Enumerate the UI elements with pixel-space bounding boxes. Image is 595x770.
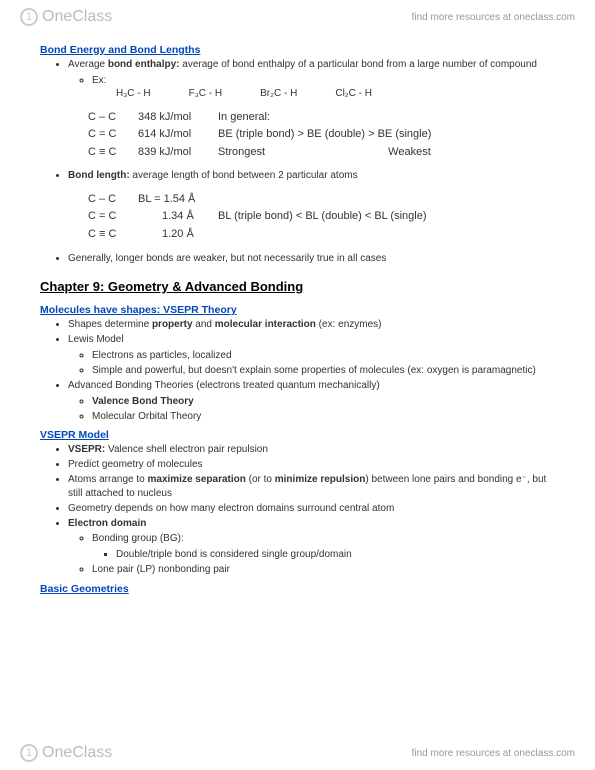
logo-text: OneClass (42, 8, 112, 26)
electron-domain-item: Electron domain (68, 517, 555, 531)
bg-sub: Double/triple bond is considered single … (116, 548, 555, 562)
adv-sub2: Molecular Orbital Theory (92, 410, 555, 424)
lewis-sub1: Electrons as particles, localized (92, 349, 555, 363)
ex3: Br₂C - H (260, 87, 297, 101)
text-bold: VSEPR: (68, 444, 105, 455)
be-table: C – C 348 kJ/mol In general: C = C 614 k… (88, 109, 555, 162)
bond-length-item: Bond length: average length of bond betw… (68, 169, 555, 183)
document-content: Bond Energy and Bond Lengths Average bon… (0, 34, 595, 601)
text: Average (68, 59, 108, 70)
cell: C ≡ C (88, 226, 138, 244)
cell: C ≡ C (88, 144, 138, 162)
arrange-item: Atoms arrange to maximize separation (or… (68, 473, 555, 500)
cell: C – C (88, 191, 138, 209)
cell: BE (triple bond) > BE (double) > BE (sin… (218, 126, 555, 144)
text-bold: minimize repulsion (275, 474, 366, 485)
shapes-item: Shapes determine property and molecular … (68, 318, 555, 332)
text: Shapes determine (68, 319, 152, 330)
general-note: Generally, longer bonds are weaker, but … (68, 252, 555, 266)
text-bold: Bond length: (68, 170, 130, 181)
vsepr-def: VSEPR: Valence shell electron pair repul… (68, 443, 555, 457)
ex4: Cl₂C - H (335, 87, 372, 101)
cell: C = C (88, 126, 138, 144)
cell: In general: (218, 109, 555, 127)
lone-pair: Lone pair (LP) nonbonding pair (92, 563, 555, 577)
adv-item: Advanced Bonding Theories (electrons tre… (68, 379, 555, 393)
footer-link[interactable]: find more resources at oneclass.com (412, 748, 575, 759)
bonding-group: Bonding group (BG): (92, 532, 555, 546)
logo-footer: 1 OneClass (20, 744, 112, 762)
cell: BL (triple bond) < BL (double) < BL (sin… (218, 208, 555, 226)
cell: 1.20 Å (138, 226, 218, 244)
section-vsepr-model-title: VSEPR Model (40, 429, 555, 441)
text: and (193, 319, 215, 330)
logo-icon: 1 (20, 8, 38, 26)
text: average length of bond between 2 particu… (130, 170, 358, 181)
text: Atoms arrange to (68, 474, 147, 485)
cell: C – C (88, 109, 138, 127)
section-vsepr-theory-title: Molecules have shapes: VSEPR Theory (40, 304, 555, 316)
ex1: H₃C - H (116, 87, 151, 101)
section-basic-geo-title: Basic Geometries (40, 583, 555, 595)
lewis-item: Lewis Model (68, 333, 555, 347)
geometry-item: Geometry depends on how many electron do… (68, 502, 555, 516)
ex-label: Ex: (92, 75, 106, 86)
cell: 614 kJ/mol (138, 126, 218, 144)
avg-enthalpy-item: Average bond enthalpy: average of bond e… (68, 58, 555, 101)
logo: 1 OneClass (20, 8, 112, 26)
predict-item: Predict geometry of molecules (68, 458, 555, 472)
text: average of bond enthalpy of a particular… (180, 59, 537, 70)
bl-table: C – C BL = 1.54 Å C = C 1.34 Å BL (tripl… (88, 191, 555, 244)
logo-text: OneClass (42, 744, 112, 762)
text: (or to (246, 474, 275, 485)
text-bold: property (152, 319, 193, 330)
text-bold: bond enthalpy: (108, 59, 180, 70)
example-item: Ex: H₃C - H F₃C - H Br₂C - H Cl₂C - H (92, 74, 555, 101)
section-bond-energy-title: Bond Energy and Bond Lengths (40, 44, 555, 56)
cell: BL = 1.54 Å (138, 191, 218, 209)
cell: 1.34 Å (138, 208, 218, 226)
text: Valence shell electron pair repulsion (105, 444, 268, 455)
lewis-sub2: Simple and powerful, but doesn't explain… (92, 364, 555, 378)
cell: 348 kJ/mol (138, 109, 218, 127)
cell: Strongest (218, 146, 265, 158)
text-bold: maximize separation (147, 474, 245, 485)
text-bold: molecular interaction (215, 319, 316, 330)
ex2: F₃C - H (189, 87, 223, 101)
cell: Weakest (388, 144, 431, 162)
cell: 839 kJ/mol (138, 144, 218, 162)
logo-icon: 1 (20, 744, 38, 762)
page-footer: 1 OneClass find more resources at onecla… (0, 736, 595, 770)
adv-sub1: Valence Bond Theory (92, 395, 555, 409)
text: (ex: enzymes) (316, 319, 382, 330)
page-header: 1 OneClass find more resources at onecla… (0, 0, 595, 34)
header-link[interactable]: find more resources at oneclass.com (412, 12, 575, 23)
chapter-title: Chapter 9: Geometry & Advanced Bonding (40, 279, 555, 294)
cell: C = C (88, 208, 138, 226)
